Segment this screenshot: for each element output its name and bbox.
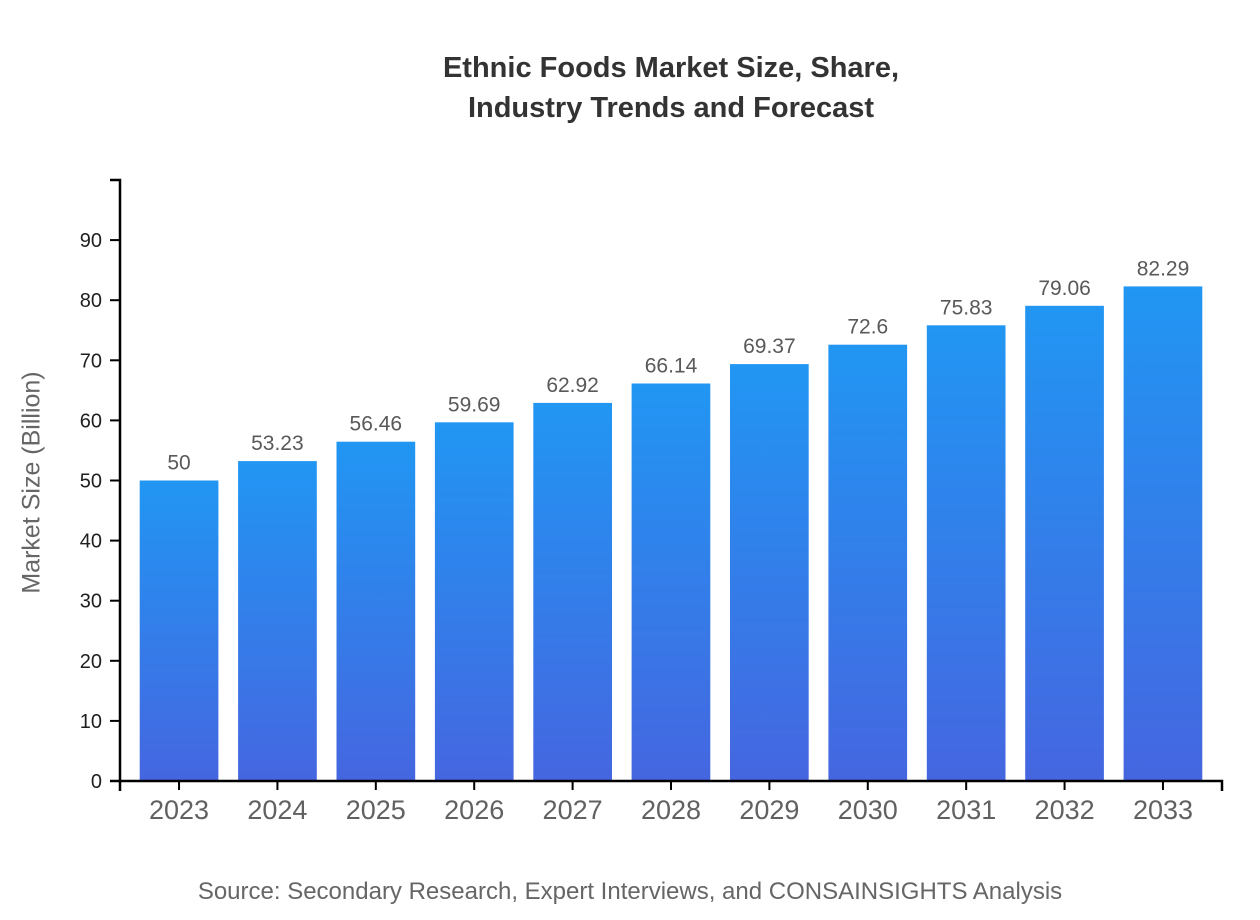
bar-value-label: 53.23 [251,432,304,455]
x-tick-label: 2026 [444,795,504,825]
bar-value-label: 82.29 [1137,257,1190,280]
x-tick-label: 2024 [247,795,307,825]
y-tick-label: 50 [80,471,102,493]
x-tick-label: 2028 [641,795,701,825]
bar-value-label: 69.37 [743,335,796,358]
chart-title: Ethnic Foods Market Size, Share, Industr… [120,48,1222,128]
y-tick-label: 20 [80,651,102,673]
x-tick-label: 2029 [739,795,799,825]
bar-value-label: 50 [167,452,190,475]
y-tick-label: 70 [80,350,102,372]
x-tick-label: 2032 [1035,795,1095,825]
y-tick-label: 90 [80,230,102,252]
bar-2025 [336,441,416,781]
y-tick-label: 0 [91,771,102,793]
bar-2029 [730,364,809,781]
x-tick-label: 2023 [149,795,209,825]
x-tick-label: 2033 [1133,795,1193,825]
x-tick-label: 2027 [543,795,603,825]
y-tick-label: 10 [80,711,102,733]
bar-value-label: 72.6 [847,316,888,339]
bar-value-label: 66.14 [645,355,698,378]
bar-2031 [926,325,1006,781]
x-tick-label: 2030 [838,795,898,825]
bar-2024 [238,461,317,781]
chart-title-line2: Industry Trends and Forecast [467,92,875,124]
chart-title-line1: Ethnic Foods Market Size, Share, [442,52,900,84]
bar-2030 [828,344,908,781]
y-tick-label: 30 [80,591,102,613]
bar-2027 [533,402,612,781]
y-tick-label: 40 [80,531,102,553]
bar-value-label: 75.83 [940,296,993,319]
y-tick-label: 60 [80,410,102,432]
bar-value-label: 59.69 [448,393,501,416]
bar-2028 [631,383,711,781]
x-tick-label: 2025 [346,795,406,825]
bar-value-label: 62.92 [546,374,599,397]
x-tick-label: 2031 [936,795,996,825]
bar-2033 [1123,286,1203,781]
bar-2026 [434,422,514,781]
bar-2032 [1025,305,1104,781]
bar-2023 [139,480,219,781]
source-caption: Source: Secondary Research, Expert Inter… [197,878,1063,905]
y-tick-label: 80 [80,290,102,312]
bar-value-label: 79.06 [1038,277,1091,300]
bar-value-label: 56.46 [350,413,403,436]
